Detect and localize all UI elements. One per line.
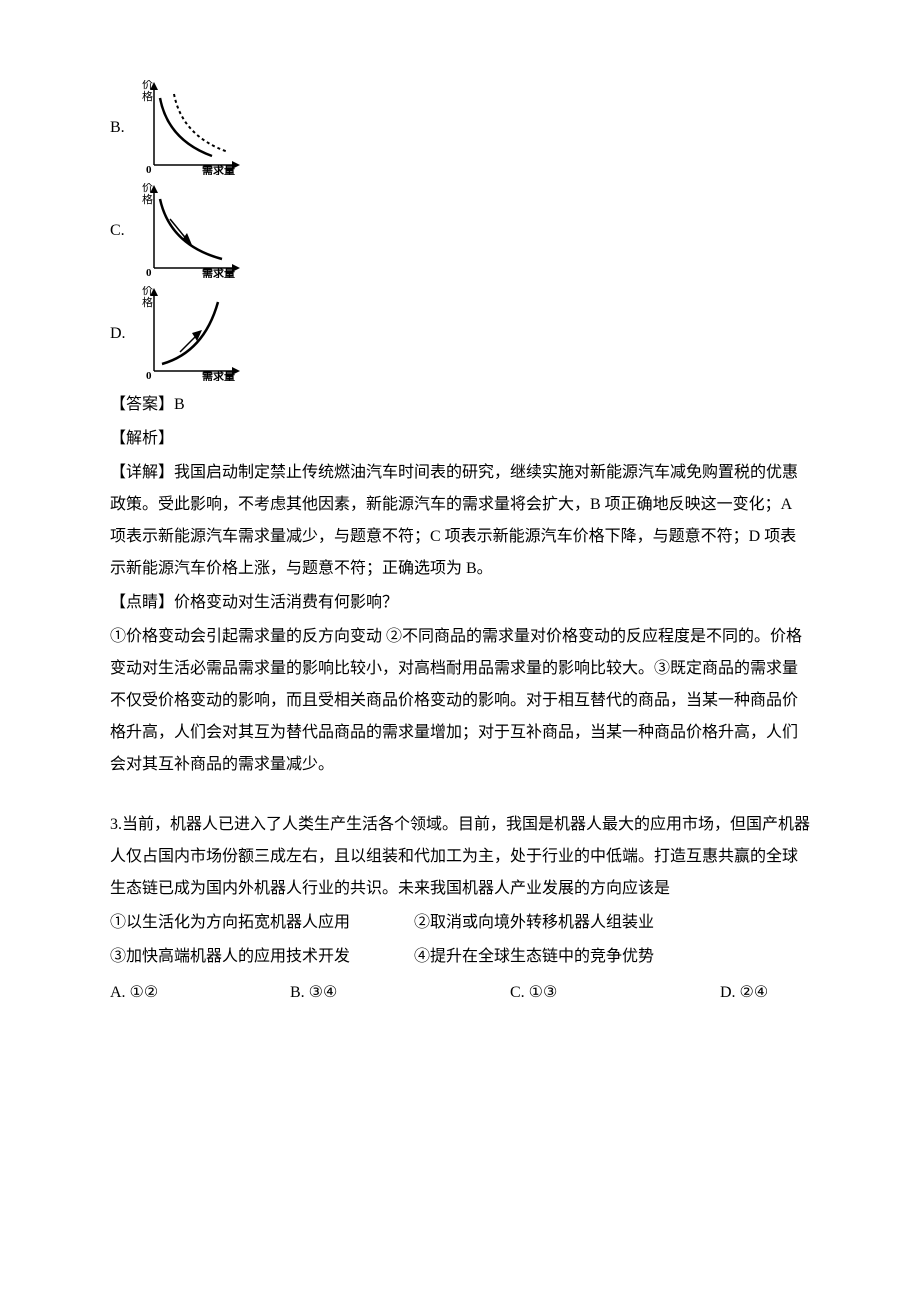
svg-text:0: 0 (146, 370, 152, 381)
q3-stmt-1: ①以生活化为方向拓宽机器人应用 (110, 907, 410, 939)
q3-choice-b[interactable]: B. ③④ (290, 977, 510, 1009)
analysis-label: 【解析】 (110, 423, 810, 455)
option-d-chart: 价 格 需求量 0 (140, 286, 250, 381)
svg-text:价: 价 (142, 183, 153, 194)
svg-text:格: 格 (142, 295, 153, 309)
option-c-chart: 价 格 需求量 0 (140, 183, 250, 278)
x-axis-label: 需求量 (202, 163, 235, 175)
q3-stmt-2: ②取消或向境外转移机器人组装业 (414, 914, 654, 931)
svg-text:格: 格 (142, 89, 153, 103)
q3-stmt-4: ④提升在全球生态链中的竞争优势 (414, 948, 654, 965)
answer-line: 【答案】B (110, 389, 810, 421)
demand-curve-original (160, 98, 212, 156)
demand-curve-shifted (174, 94, 228, 152)
tip-text: ①价格变动会引起需求量的反方向变动 ②不同商品的需求量对价格变动的反应程度是不同… (110, 621, 810, 781)
option-d-row: D. 价 格 需求量 0 (110, 286, 810, 381)
svg-text:需求量: 需求量 (202, 266, 235, 278)
svg-text:0: 0 (146, 267, 152, 278)
option-d-label: D. (110, 318, 140, 350)
q3-choice-c[interactable]: C. ①③ (510, 977, 720, 1009)
svg-text:需求量: 需求量 (202, 369, 235, 381)
svg-text:格: 格 (142, 192, 153, 206)
origin-label: 0 (146, 164, 152, 175)
demand-curve (160, 199, 222, 259)
q3-statements-row1: ①以生活化为方向拓宽机器人应用 ②取消或向境外转移机器人组装业 (110, 907, 810, 939)
y-axis-label: 价 (142, 80, 153, 91)
option-c-row: C. 价 格 需求量 0 (110, 183, 810, 278)
q3-stem: 3.当前，机器人已进入了人类生产生活各个领域。目前，我国是机器人最大的应用市场，… (110, 809, 810, 905)
tip-label: 【点睛】价格变动对生活消费有何影响？ (110, 587, 810, 619)
supply-curve (162, 302, 218, 364)
q3-statements-row2: ③加快高端机器人的应用技术开发 ④提升在全球生态链中的竞争优势 (110, 941, 810, 973)
q3-stmt-3: ③加快高端机器人的应用技术开发 (110, 941, 410, 973)
option-b-row: B. 价 格 需求量 0 (110, 80, 810, 175)
q3-choice-d[interactable]: D. ②④ (720, 977, 800, 1009)
option-b-chart: 价 格 需求量 0 (140, 80, 250, 175)
q3-choices: A. ①② B. ③④ C. ①③ D. ②④ (110, 977, 810, 1009)
detail-text: 【详解】我国启动制定禁止传统燃油汽车时间表的研究，继续实施对新能源汽车减免购置税… (110, 457, 810, 585)
svg-text:价: 价 (142, 286, 153, 297)
option-b-label: B. (110, 112, 140, 144)
option-c-label: C. (110, 215, 140, 247)
q3-choice-a[interactable]: A. ①② (110, 977, 290, 1009)
